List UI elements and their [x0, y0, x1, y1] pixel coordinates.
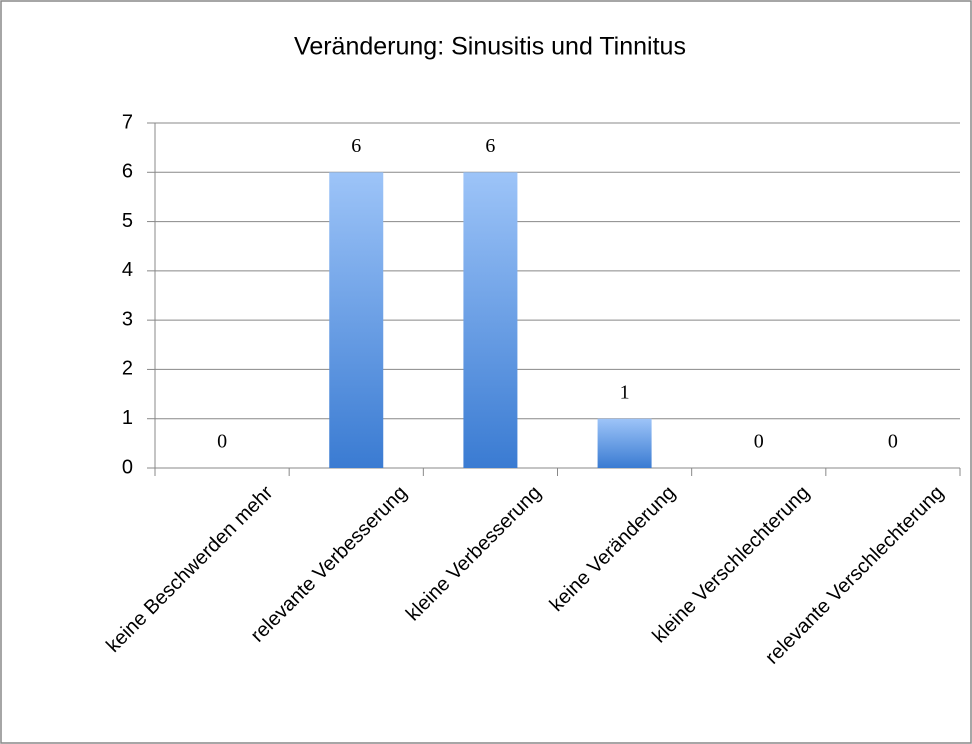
- data-label: 0: [217, 431, 227, 453]
- chart-title: Veränderung: Sinusitis und Tinnitus: [294, 33, 686, 61]
- data-label: 0: [888, 431, 898, 453]
- data-label: 6: [485, 135, 495, 157]
- y-tick-label: 4: [122, 259, 133, 281]
- y-tick-label: 1: [122, 407, 133, 429]
- y-tick-label: 7: [122, 111, 133, 133]
- y-tick-label: 0: [122, 456, 133, 478]
- data-label: 0: [754, 431, 764, 453]
- data-label: 1: [620, 381, 630, 403]
- bar: [463, 172, 518, 469]
- y-tick-label: 5: [122, 210, 133, 232]
- y-tick-label: 6: [122, 161, 133, 183]
- bar: [329, 172, 384, 469]
- y-tick-label: 3: [122, 308, 133, 330]
- bar: [597, 418, 652, 468]
- y-tick-label: 2: [122, 358, 133, 380]
- data-label: 6: [351, 135, 361, 157]
